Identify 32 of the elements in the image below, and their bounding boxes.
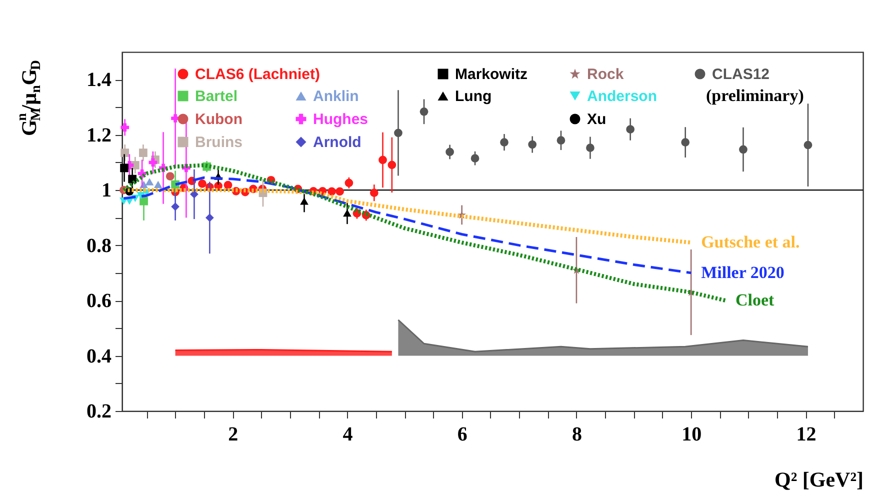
legend-label: Kubon — [195, 111, 242, 128]
y-axis-title: GnM/μnGD — [15, 60, 44, 136]
x-axis-title: Q² [GeV²] — [774, 468, 864, 492]
legend-label: Arnold — [313, 134, 362, 151]
y-tick-label: 1.4 — [86, 69, 112, 92]
x-tick-label: 10 — [682, 424, 702, 446]
legend-label: Xu — [587, 111, 606, 128]
legend-label: CLAS6 (Lachniet) — [195, 66, 320, 83]
legend-label: Lung — [455, 88, 492, 105]
x-tick-label: 6 — [457, 424, 468, 446]
legend-label: CLAS12 — [712, 66, 770, 83]
legend-label: Rock — [587, 66, 624, 83]
legend-label: Anklin — [313, 88, 359, 105]
legend-label: Markowitz — [455, 66, 528, 83]
y-tick-label: 0.2 — [86, 400, 112, 422]
y-tick-label: 0.4 — [86, 345, 112, 368]
y-tick-label: 1.2 — [86, 124, 112, 146]
legend-label: Bartel — [195, 88, 238, 105]
y-tick-label: 0.6 — [86, 290, 112, 312]
y-tick-label: 0.8 — [86, 234, 112, 257]
series-label: Cloet — [735, 290, 775, 310]
legend-label: Anderson — [587, 88, 658, 105]
series-label: Gutsche et al. — [701, 232, 800, 252]
annotation: (preliminary) — [706, 86, 804, 105]
legend-label: Bruins — [195, 134, 243, 151]
x-tick-label: 4 — [342, 424, 353, 446]
series-label: Miller 2020 — [701, 262, 784, 282]
x-tick-label: 8 — [572, 424, 582, 446]
y-tick-label: 1 — [102, 180, 112, 202]
x-tick-label: 12 — [796, 424, 816, 446]
legend-label: Hughes — [313, 111, 368, 128]
x-tick-label: 2 — [228, 424, 238, 446]
